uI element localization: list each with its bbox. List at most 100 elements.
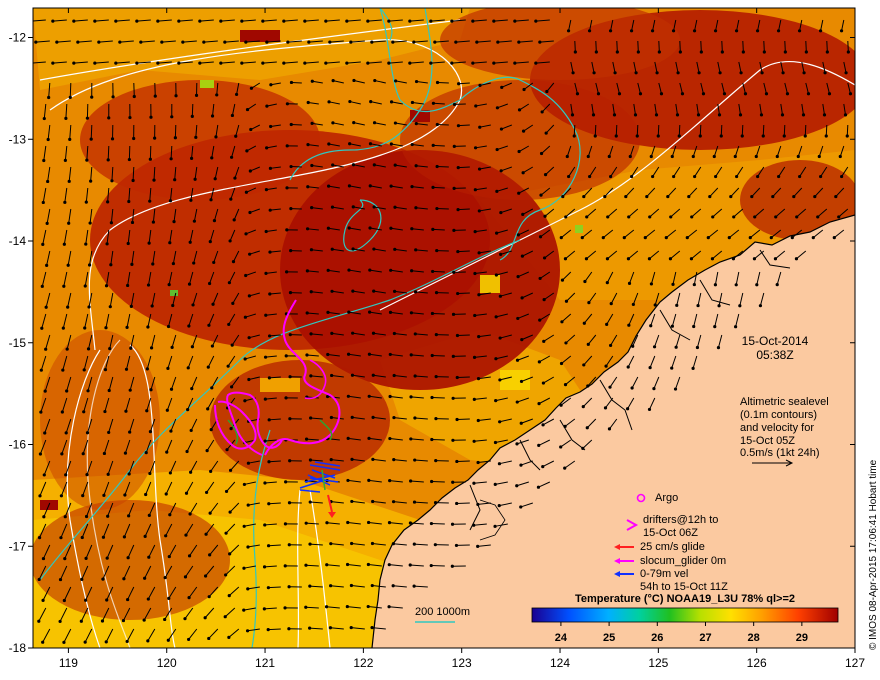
velocity-arrow-head: [269, 83, 273, 87]
velocity-arrow-head: [368, 310, 372, 314]
velocity-arrow: [190, 418, 198, 431]
velocity-arrow: [348, 311, 361, 315]
velocity-arrow-head: [127, 514, 131, 518]
velocity-arrow-head: [40, 284, 44, 288]
velocity-arrow-head: [771, 194, 775, 199]
velocity-arrow: [211, 376, 219, 389]
velocity-arrow: [193, 208, 198, 222]
velocity-arrow-head: [268, 208, 272, 212]
velocity-arrow-head: [153, 136, 157, 140]
velocity-arrow-head: [169, 157, 173, 161]
velocity-arrow-head: [777, 174, 781, 179]
velocity-arrow-head: [287, 585, 291, 589]
velocity-arrow-head: [61, 368, 65, 372]
velocity-arrow: [595, 40, 597, 53]
velocity-arrow: [517, 271, 530, 278]
velocity-arrow: [707, 229, 719, 239]
velocity-arrow-head: [452, 144, 456, 149]
velocity-arrow: [455, 40, 470, 43]
velocity-arrow-head: [346, 520, 350, 525]
velocity-arrow: [368, 564, 382, 567]
velocity-arrow-head: [242, 524, 246, 528]
velocity-arrow: [797, 145, 803, 157]
velocity-arrow: [169, 229, 173, 243]
velocity-arrow: [329, 40, 344, 43]
velocity-arrow-head: [210, 114, 215, 118]
velocity-arrow: [45, 292, 51, 308]
velocity-arrow: [352, 248, 365, 252]
velocity-arrow: [172, 250, 177, 264]
velocity-arrow-head: [673, 387, 678, 391]
velocity-arrow-head: [391, 40, 395, 44]
velocity-arrow: [673, 19, 677, 31]
velocity-arrow: [247, 544, 260, 548]
velocity-arrow-head: [838, 154, 842, 159]
velocity-arrow: [583, 187, 593, 197]
velocity-arrow-head: [269, 124, 273, 129]
velocity-arrow: [41, 313, 47, 329]
velocity-arrow-head: [412, 584, 416, 588]
velocity-arrow: [650, 271, 656, 285]
velocity-arrow: [535, 19, 550, 22]
velocity-arrow: [649, 250, 660, 260]
velocity-arrow: [331, 374, 344, 378]
velocity-arrow: [311, 291, 323, 294]
velocity-arrow: [629, 271, 635, 284]
velocity-arrow-head: [649, 154, 653, 159]
velocity-arrow: [205, 523, 215, 535]
velocity-arrow-head: [477, 167, 482, 171]
velocity-arrow-head: [231, 260, 236, 264]
velocity-arrow: [500, 292, 512, 297]
velocity-arrow-head: [434, 290, 439, 295]
velocity-arrow-head: [39, 410, 43, 414]
velocity-arrow: [351, 458, 365, 462]
velocity-arrow: [265, 271, 277, 274]
velocity-arrow: [751, 187, 761, 197]
velocity-arrow-head: [244, 232, 248, 236]
colorbar-tick-label: 25: [603, 632, 615, 644]
velocity-arrow-head: [206, 365, 210, 369]
velocity-arrow: [38, 565, 47, 580]
velocity-arrow-head: [207, 281, 212, 286]
velocity-arrow-head: [586, 384, 590, 388]
velocity-arrow-head: [207, 595, 211, 599]
velocity-arrow-head: [215, 93, 219, 97]
velocity-arrow-head: [224, 489, 229, 494]
velocity-arrow-head: [370, 541, 375, 546]
velocity-arrow-head: [393, 247, 397, 251]
velocity-arrow: [73, 61, 88, 64]
velocity-arrow-head: [366, 19, 370, 23]
velocity-arrow-head: [168, 241, 172, 245]
velocity-arrow: [393, 459, 407, 462]
velocity-arrow-head: [173, 136, 177, 140]
velocity-arrow: [67, 250, 72, 266]
velocity-arrow-head: [249, 127, 253, 132]
velocity-arrow: [374, 164, 386, 168]
velocity-arrow: [414, 501, 428, 504]
velocity-arrow: [90, 166, 93, 182]
velocity-arrow-head: [348, 99, 352, 104]
velocity-arrow-head: [41, 598, 45, 602]
velocity-arrow: [328, 227, 340, 231]
velocity-arrow: [776, 271, 782, 285]
velocity-arrow-head: [371, 331, 376, 335]
velocity-arrow-head: [714, 174, 718, 179]
velocity-arrow: [265, 355, 277, 358]
velocity-arrow: [835, 187, 845, 197]
velocity-arrow-head: [44, 347, 48, 351]
velocity-arrow: [109, 292, 114, 307]
velocity-arrow: [390, 227, 403, 231]
velocity-arrow-head: [371, 499, 375, 504]
velocity-arrow: [130, 334, 135, 349]
velocity-arrow: [230, 187, 236, 200]
velocity-arrow: [545, 124, 555, 134]
velocity-arrow: [269, 376, 281, 379]
velocity-arrow-head: [410, 269, 414, 273]
velocity-arrow-head: [345, 604, 349, 609]
velocity-arrow-head: [369, 100, 373, 104]
velocity-arrow: [326, 564, 340, 567]
velocity-arrow-head: [476, 502, 480, 507]
velocity-arrow: [231, 376, 240, 388]
velocity-arrow: [126, 313, 131, 328]
velocity-arrow: [157, 19, 172, 22]
